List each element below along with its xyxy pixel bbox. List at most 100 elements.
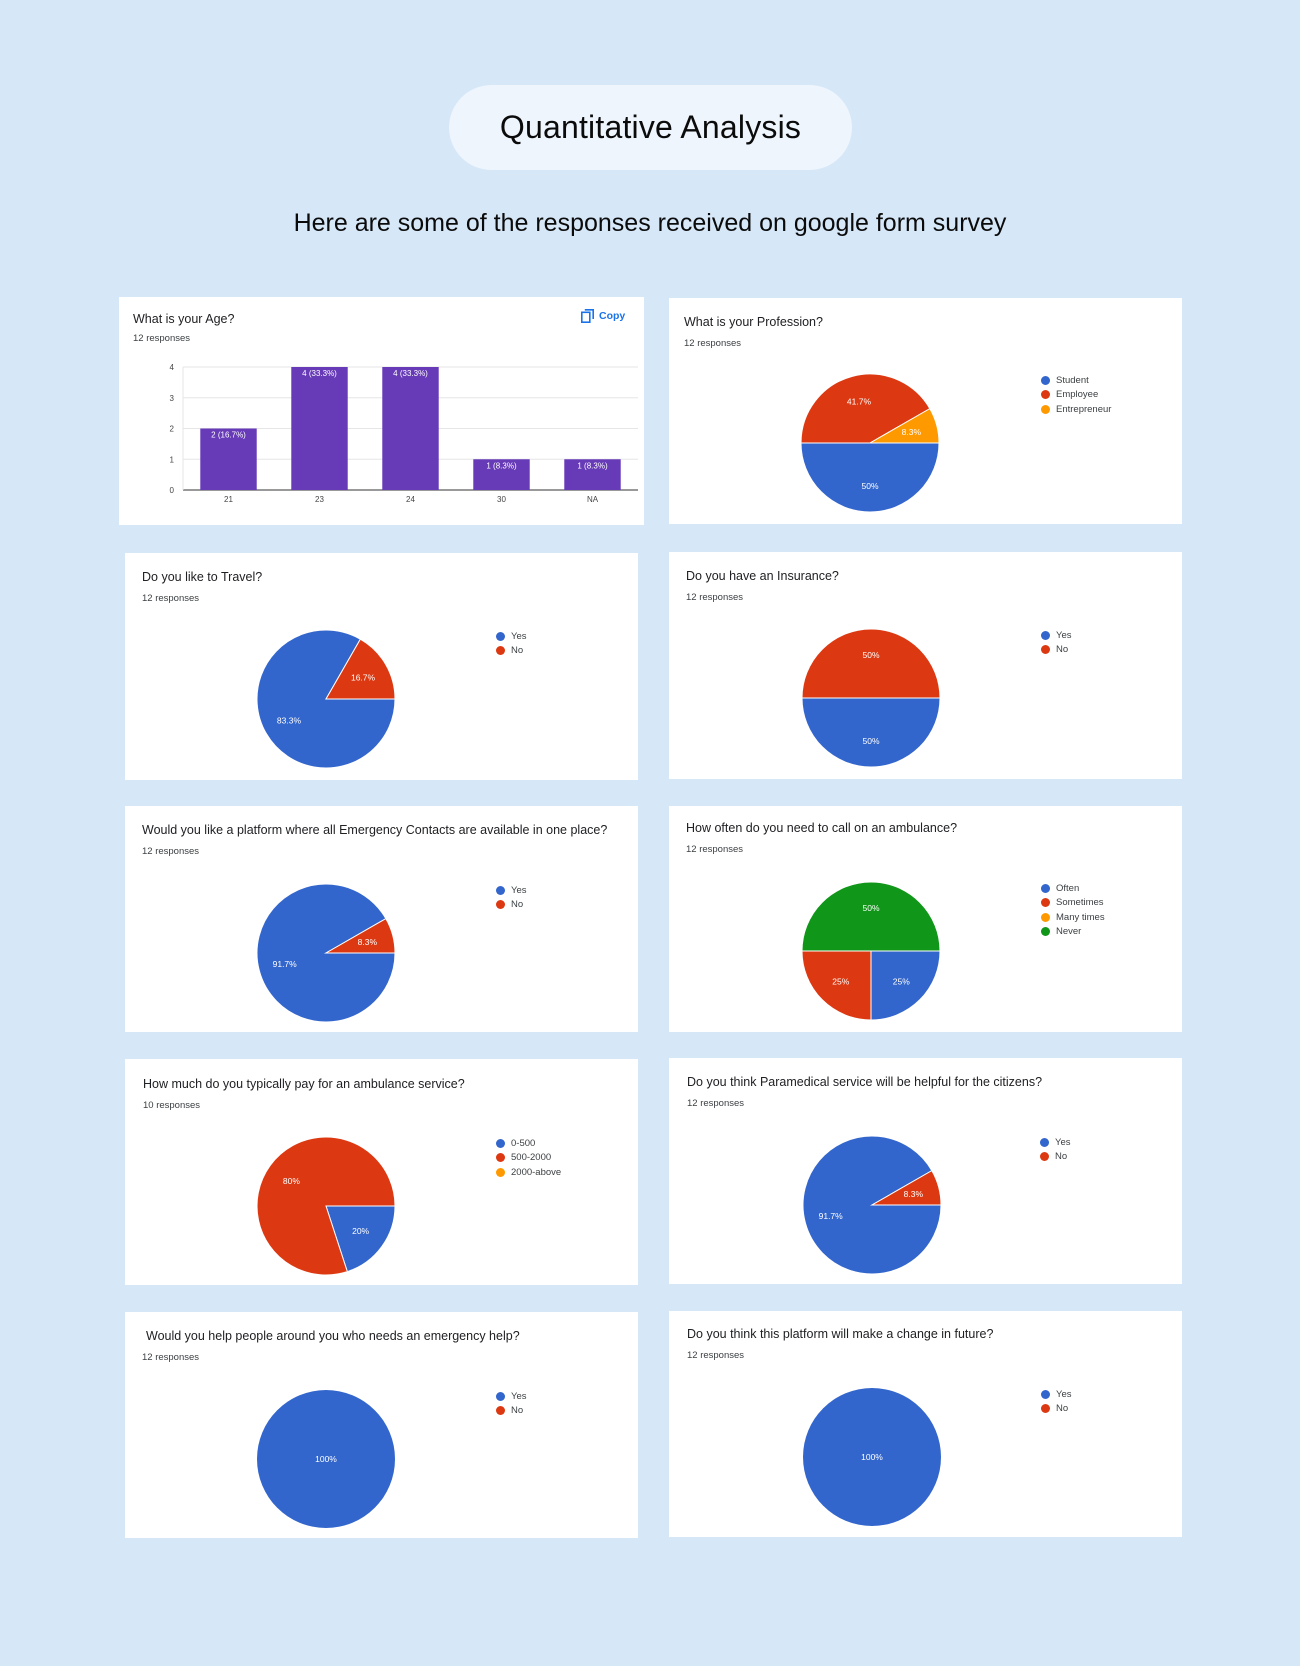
legend-swatch <box>496 1138 505 1148</box>
pie-slice-label: 100% <box>861 1452 883 1462</box>
pie-slice-label: 83.3% <box>277 715 302 725</box>
legend-item: Student <box>1041 373 1111 388</box>
legend-item: Yes <box>1040 1135 1071 1150</box>
chart-legend: Often Sometimes Many times Never <box>1041 881 1105 939</box>
legend-label: No <box>511 645 524 657</box>
pie-slice <box>803 1388 941 1526</box>
insurance-pie-chart: 50% 50% <box>801 628 941 768</box>
pie-slice-label: 20% <box>352 1226 369 1236</box>
insurance-chart-card: Do you have an Insurance? 12 responses 5… <box>669 552 1182 779</box>
legend-item: Never <box>1041 925 1105 940</box>
response-count: 12 responses <box>142 593 200 604</box>
question-title: Do you have an Insurance? <box>686 569 839 583</box>
legend-item: No <box>1040 1150 1071 1165</box>
legend-swatch <box>496 1406 505 1416</box>
bar <box>473 459 530 490</box>
pie-slice <box>800 373 931 444</box>
legend-label: No <box>1055 1151 1068 1163</box>
profession-chart-card: What is your Profession? 12 responses 50… <box>669 298 1182 524</box>
legend-label: Yes <box>511 884 527 896</box>
pie-slice-label: 91.7% <box>273 959 298 969</box>
legend-swatch <box>496 631 505 641</box>
page-title-text: Quantitative Analysis <box>499 109 802 145</box>
response-count: 12 responses <box>684 338 742 349</box>
bar-data-label: 4 (33.3%) <box>302 369 337 378</box>
profession-pie-chart: 50% 41.7% 8.3% <box>800 373 940 513</box>
response-count: 10 responses <box>143 1100 201 1111</box>
pie-slice <box>801 697 941 768</box>
legend-label: No <box>511 899 524 911</box>
legend-item: Yes <box>1041 628 1072 643</box>
copy-button[interactable]: Copy <box>581 309 625 323</box>
legend-item: No <box>496 898 527 913</box>
page-subtitle: Here are some of the responses received … <box>293 209 1007 237</box>
ambulance-cost-chart-card: How much do you typically pay for an amb… <box>125 1059 638 1285</box>
pie-slice-label: 50% <box>862 650 879 660</box>
pie-slice <box>801 881 941 952</box>
pie-slice-label: 50% <box>862 736 879 746</box>
legend-item: Often <box>1041 881 1105 896</box>
legend-swatch <box>1041 630 1050 640</box>
response-count: 12 responses <box>142 846 200 857</box>
pie-slice <box>870 950 941 1021</box>
legend-label: Often <box>1056 882 1080 894</box>
question-title: Do you think this platform will make a c… <box>687 1327 994 1341</box>
bar-data-label: 2 (16.7%) <box>211 431 246 440</box>
legend-label: Sometimes <box>1056 897 1104 909</box>
copy-icon <box>581 309 594 323</box>
response-count: 12 responses <box>686 592 744 603</box>
chart-legend: Yes No <box>496 883 527 912</box>
pie-slice-label: 25% <box>893 976 910 986</box>
bar <box>291 367 348 490</box>
legend-item: 500-2000 <box>496 1151 561 1166</box>
travel-pie-chart: 83.3% 16.7% <box>256 629 396 769</box>
chart-legend: Yes No <box>496 629 527 658</box>
legend-swatch <box>1041 898 1050 908</box>
question-title: What is your Age? <box>133 312 235 326</box>
legend-item: No <box>496 644 527 659</box>
legend-swatch <box>496 1167 505 1177</box>
pie-slice <box>801 628 941 699</box>
legend-label: No <box>511 1405 524 1417</box>
ambulance-frequency-chart-card: How often do you need to call on an ambu… <box>669 806 1182 1032</box>
legend-item: Employee <box>1041 388 1111 403</box>
legend-label: Entrepreneur <box>1056 403 1112 415</box>
legend-swatch <box>1041 375 1050 385</box>
response-count: 12 responses <box>686 844 744 855</box>
legend-label: 0-500 <box>511 1137 536 1149</box>
paramedical-chart-card: Do you think Paramedical service will be… <box>669 1058 1182 1284</box>
legend-label: Yes <box>1056 629 1072 641</box>
legend-swatch <box>1041 390 1050 400</box>
pie-slice-label: 50% <box>862 903 879 913</box>
pie-slice-label: 16.7% <box>351 673 376 683</box>
y-tick-label: 0 <box>170 486 175 495</box>
legend-swatch <box>1041 1404 1050 1414</box>
legend-label: Never <box>1056 926 1082 938</box>
y-tick-label: 4 <box>170 363 175 372</box>
copy-label: Copy <box>599 310 626 322</box>
legend-label: Yes <box>1055 1136 1071 1148</box>
legend-item: Many times <box>1041 910 1105 925</box>
legend-label: Employee <box>1056 389 1099 401</box>
pie-slice <box>868 407 940 444</box>
question-title: Would you like a platform where all Emer… <box>142 823 608 837</box>
pie-slice-label: 8.3% <box>904 1189 924 1199</box>
legend-label: 2000-above <box>511 1166 562 1178</box>
legend-swatch <box>1040 1152 1049 1162</box>
legend-swatch <box>1041 645 1050 655</box>
travel-chart-card: Do you like to Travel? 12 responses 83.3… <box>125 553 638 780</box>
x-tick-label: 24 <box>406 495 415 504</box>
legend-label: Yes <box>1056 1388 1072 1400</box>
future-change-chart-card: Do you think this platform will make a c… <box>669 1311 1182 1537</box>
pie-slice <box>256 1136 396 1276</box>
legend-item: Entrepreneur <box>1041 402 1111 417</box>
emergency-contacts-chart-card: Would you like a platform where all Emer… <box>125 806 638 1032</box>
pie-slice <box>325 1205 396 1273</box>
x-tick-label: 30 <box>497 495 506 504</box>
paramedical-pie-chart: 91.7% 8.3% <box>802 1135 942 1275</box>
x-tick-label: 21 <box>224 495 233 504</box>
chart-legend: Yes No <box>1041 628 1072 657</box>
legend-swatch <box>496 1391 505 1401</box>
